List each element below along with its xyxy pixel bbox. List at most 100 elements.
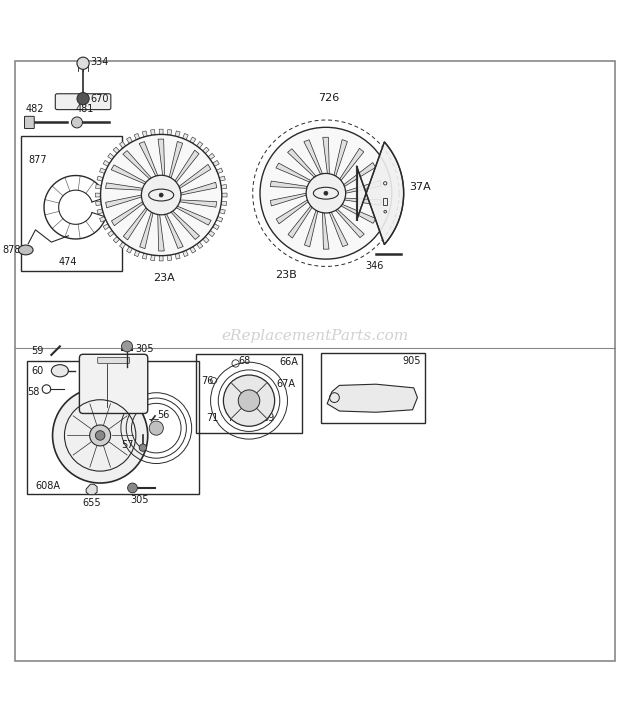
Circle shape <box>77 92 89 105</box>
Polygon shape <box>219 209 225 214</box>
Polygon shape <box>197 242 203 248</box>
Polygon shape <box>86 484 97 495</box>
Polygon shape <box>288 206 312 238</box>
Polygon shape <box>221 201 227 206</box>
Polygon shape <box>113 147 120 154</box>
Circle shape <box>238 390 260 412</box>
Polygon shape <box>304 210 318 247</box>
Polygon shape <box>159 256 163 261</box>
Text: 334: 334 <box>91 57 108 67</box>
Polygon shape <box>159 129 163 134</box>
Text: 474: 474 <box>58 257 77 267</box>
Polygon shape <box>329 212 348 247</box>
Text: 878: 878 <box>2 245 21 255</box>
Polygon shape <box>123 151 151 179</box>
Polygon shape <box>113 237 120 243</box>
Polygon shape <box>208 230 215 237</box>
Polygon shape <box>100 168 106 173</box>
Text: 71: 71 <box>206 413 219 423</box>
Polygon shape <box>203 237 209 243</box>
Text: 23B: 23B <box>275 270 297 280</box>
Text: 655: 655 <box>82 498 101 508</box>
Polygon shape <box>142 253 147 259</box>
Polygon shape <box>190 137 196 144</box>
Polygon shape <box>343 162 376 186</box>
Polygon shape <box>181 182 217 195</box>
Polygon shape <box>171 211 200 240</box>
FancyBboxPatch shape <box>79 355 148 414</box>
Text: 76: 76 <box>202 375 214 386</box>
Polygon shape <box>100 217 106 222</box>
Circle shape <box>149 421 163 435</box>
Polygon shape <box>142 131 147 137</box>
Polygon shape <box>123 208 148 240</box>
Polygon shape <box>219 176 225 181</box>
Text: eReplacementParts.com: eReplacementParts.com <box>221 329 409 343</box>
Polygon shape <box>221 185 227 189</box>
Polygon shape <box>179 165 211 188</box>
Polygon shape <box>140 212 153 248</box>
Bar <box>383 199 388 205</box>
Text: 66A: 66A <box>279 357 298 367</box>
Polygon shape <box>183 251 188 256</box>
Polygon shape <box>183 134 188 140</box>
Polygon shape <box>334 139 347 176</box>
Text: 69: 69 <box>262 413 275 423</box>
Text: 905: 905 <box>402 356 421 366</box>
Circle shape <box>53 388 148 483</box>
Text: 70A: 70A <box>227 413 246 423</box>
Text: 877: 877 <box>28 155 46 165</box>
Polygon shape <box>175 150 199 183</box>
Circle shape <box>90 425 110 446</box>
Polygon shape <box>356 142 404 245</box>
Circle shape <box>122 341 133 352</box>
Text: 57: 57 <box>122 440 134 451</box>
Polygon shape <box>304 140 322 174</box>
Polygon shape <box>120 142 126 148</box>
Polygon shape <box>216 168 223 173</box>
Circle shape <box>100 134 222 256</box>
Polygon shape <box>120 242 126 248</box>
Polygon shape <box>111 165 146 184</box>
Circle shape <box>306 173 346 213</box>
Polygon shape <box>288 149 316 177</box>
Text: 305: 305 <box>130 495 148 505</box>
Polygon shape <box>323 137 329 174</box>
Polygon shape <box>213 224 219 230</box>
Polygon shape <box>108 153 114 160</box>
Polygon shape <box>158 139 164 175</box>
Text: 305: 305 <box>135 344 153 354</box>
Text: 58: 58 <box>27 386 39 396</box>
Text: 670: 670 <box>91 94 109 104</box>
Polygon shape <box>108 230 114 237</box>
Circle shape <box>260 127 392 259</box>
Polygon shape <box>222 193 227 197</box>
Polygon shape <box>190 247 196 253</box>
Circle shape <box>141 175 181 215</box>
Polygon shape <box>175 131 180 137</box>
Text: 482: 482 <box>25 104 43 114</box>
Text: 346: 346 <box>365 261 384 271</box>
Circle shape <box>159 193 163 197</box>
Polygon shape <box>327 384 417 412</box>
Polygon shape <box>340 149 364 180</box>
Polygon shape <box>112 202 143 226</box>
Polygon shape <box>276 163 311 182</box>
Polygon shape <box>95 185 101 189</box>
Polygon shape <box>341 204 376 223</box>
Polygon shape <box>105 195 141 208</box>
Text: 23A: 23A <box>153 273 175 283</box>
Polygon shape <box>167 129 172 135</box>
Circle shape <box>95 431 105 440</box>
Ellipse shape <box>51 365 68 377</box>
Polygon shape <box>97 176 103 181</box>
Polygon shape <box>151 255 155 261</box>
Text: 726: 726 <box>318 93 340 103</box>
Polygon shape <box>336 209 364 238</box>
Polygon shape <box>322 213 329 249</box>
Polygon shape <box>208 153 215 160</box>
Polygon shape <box>270 181 308 188</box>
Polygon shape <box>276 200 308 224</box>
Text: 59: 59 <box>32 347 44 356</box>
FancyBboxPatch shape <box>25 116 34 129</box>
